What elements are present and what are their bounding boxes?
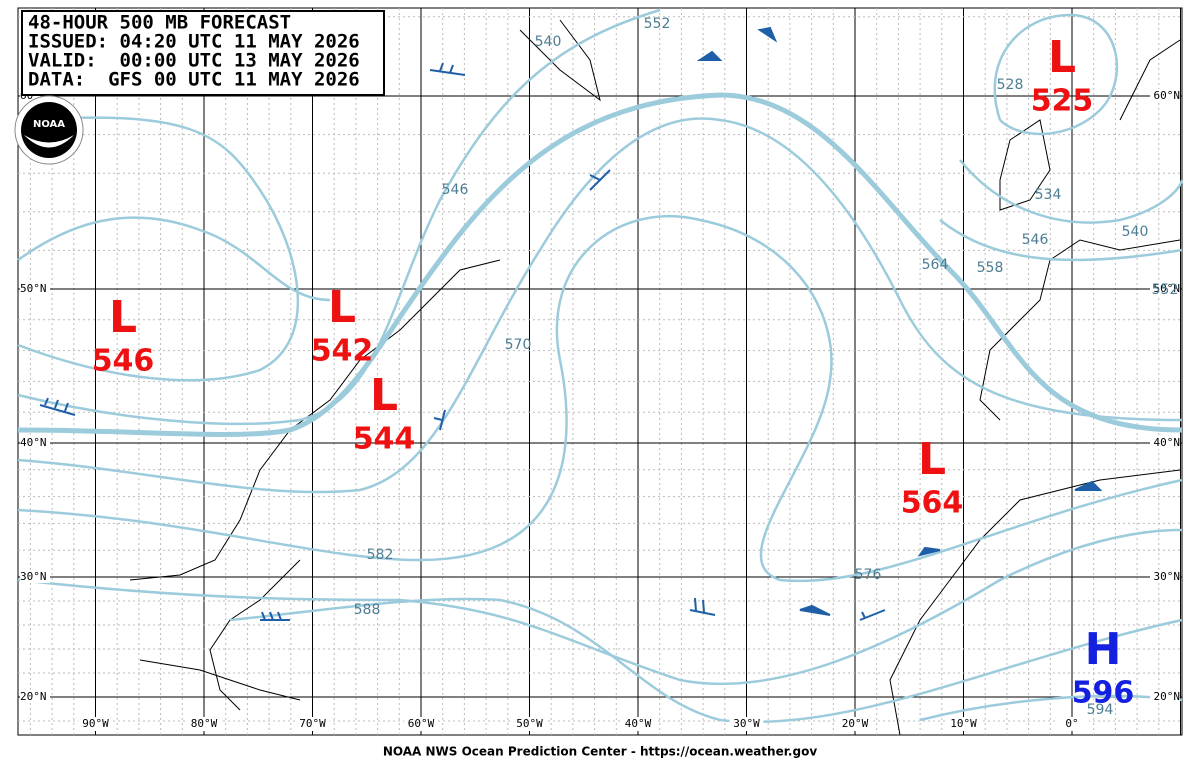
- lon-label-bg: [295, 717, 330, 731]
- contour-label: 546: [442, 182, 469, 198]
- pressure-center-letter: L: [370, 370, 398, 421]
- lon-label-bg: [78, 717, 113, 731]
- contour-label: 540: [535, 34, 562, 50]
- lon-label: 90°W: [82, 717, 109, 730]
- contour-label: 534: [1035, 187, 1062, 203]
- labels: 60°N60°N50°N50°N40°N40°N30°N30°N20°N20°N…: [20, 16, 1180, 731]
- contour-label: 558: [977, 260, 1004, 276]
- lon-label-bg: [512, 717, 547, 731]
- pressure-center-value: 525: [1031, 84, 1094, 119]
- logo: [21, 102, 77, 158]
- lon-label: 70°W: [299, 717, 326, 730]
- lat-label-bg: [1150, 690, 1180, 703]
- contour-label: 528: [997, 77, 1024, 93]
- contour-label: 588: [354, 602, 381, 618]
- lat-label: 50°N: [1154, 282, 1181, 295]
- pressure-center-value: 542: [311, 334, 374, 369]
- pressure-center-letter: H: [1085, 624, 1122, 675]
- lon-label-bg: [946, 717, 981, 731]
- header-line: DATA: GFS 00 UTC 11 MAY 2026: [28, 69, 360, 91]
- contour-label: 552: [1152, 282, 1179, 298]
- lon-label: 0°: [1065, 717, 1078, 730]
- lat-label-bg: [1150, 436, 1180, 449]
- pressure-center-letter: L: [328, 282, 356, 333]
- header-line: VALID: 00:00 UTC 13 MAY 2026: [28, 50, 360, 72]
- height-contours: [17, 8, 1184, 724]
- contour-label: 576: [855, 567, 882, 583]
- lon-label: 50°W: [516, 717, 543, 730]
- lon-label: 40°W: [625, 717, 652, 730]
- pressure-center-letter: L: [109, 292, 137, 343]
- lon-label-bg: [729, 717, 764, 731]
- contour-label: 564: [922, 257, 949, 273]
- contour-label: 540: [1122, 224, 1149, 240]
- contour-label: 552: [644, 16, 671, 32]
- lat-label-bg: [1150, 570, 1180, 583]
- lon-label-bg: [838, 717, 872, 731]
- lon-label-bg: [187, 717, 221, 731]
- lat-label-bg: [20, 690, 50, 703]
- lat-label-bg: [20, 282, 50, 295]
- lat-label: 50°N: [20, 282, 47, 295]
- lat-label: 20°N: [20, 690, 47, 703]
- lat-label: 60°N: [1154, 89, 1181, 102]
- header-box: [21, 10, 385, 96]
- header-line: 48-HOUR 500 MB FORECAST: [28, 12, 291, 34]
- lon-label: 10°W: [950, 717, 977, 730]
- lat-label: 30°N: [20, 570, 47, 583]
- pressure-center-letter: L: [1048, 32, 1076, 83]
- contour-label: 594: [1087, 702, 1114, 718]
- footer: NOAA NWS Ocean Prediction Center - https…: [383, 745, 817, 759]
- lon-label: 60°W: [408, 717, 435, 730]
- lon-label: 80°W: [191, 717, 218, 730]
- lat-label-bg: [20, 436, 50, 449]
- lon-label-bg: [621, 717, 655, 731]
- logo-gull: [24, 135, 74, 148]
- contour-label: 546: [1022, 232, 1049, 248]
- contour-label: 570: [505, 337, 532, 353]
- lon-label: 20°W: [842, 717, 869, 730]
- lat-label: 20°N: [1154, 690, 1181, 703]
- coastlines: [129, 19, 1181, 736]
- logo-text: NOAA: [33, 119, 65, 130]
- lat-label-bg: [20, 570, 50, 583]
- lon-label: 30°W: [733, 717, 760, 730]
- lat-label: 30°N: [1154, 570, 1181, 583]
- wind-barbs: [39, 26, 1103, 621]
- contour-label: 582: [367, 547, 394, 563]
- lon-label-bg: [1055, 717, 1089, 731]
- pressure-center-letter: L: [918, 434, 946, 485]
- lat-label-bg: [1150, 89, 1180, 102]
- lat-label: 40°N: [20, 436, 47, 449]
- lat-label: 40°N: [1154, 436, 1181, 449]
- pressure-center-value: 546: [92, 344, 155, 379]
- pressure-center-value: 544: [353, 422, 416, 457]
- header-line: ISSUED: 04:20 UTC 11 MAY 2026: [28, 31, 360, 53]
- pressure-center-value: 564: [901, 486, 964, 521]
- map-frame: [17, 7, 1183, 736]
- lat-label-bg: [1150, 282, 1180, 295]
- height-contour-main: [17, 92, 1183, 437]
- lon-label-bg: [404, 717, 438, 731]
- pressure-center-value: 596: [1072, 676, 1135, 711]
